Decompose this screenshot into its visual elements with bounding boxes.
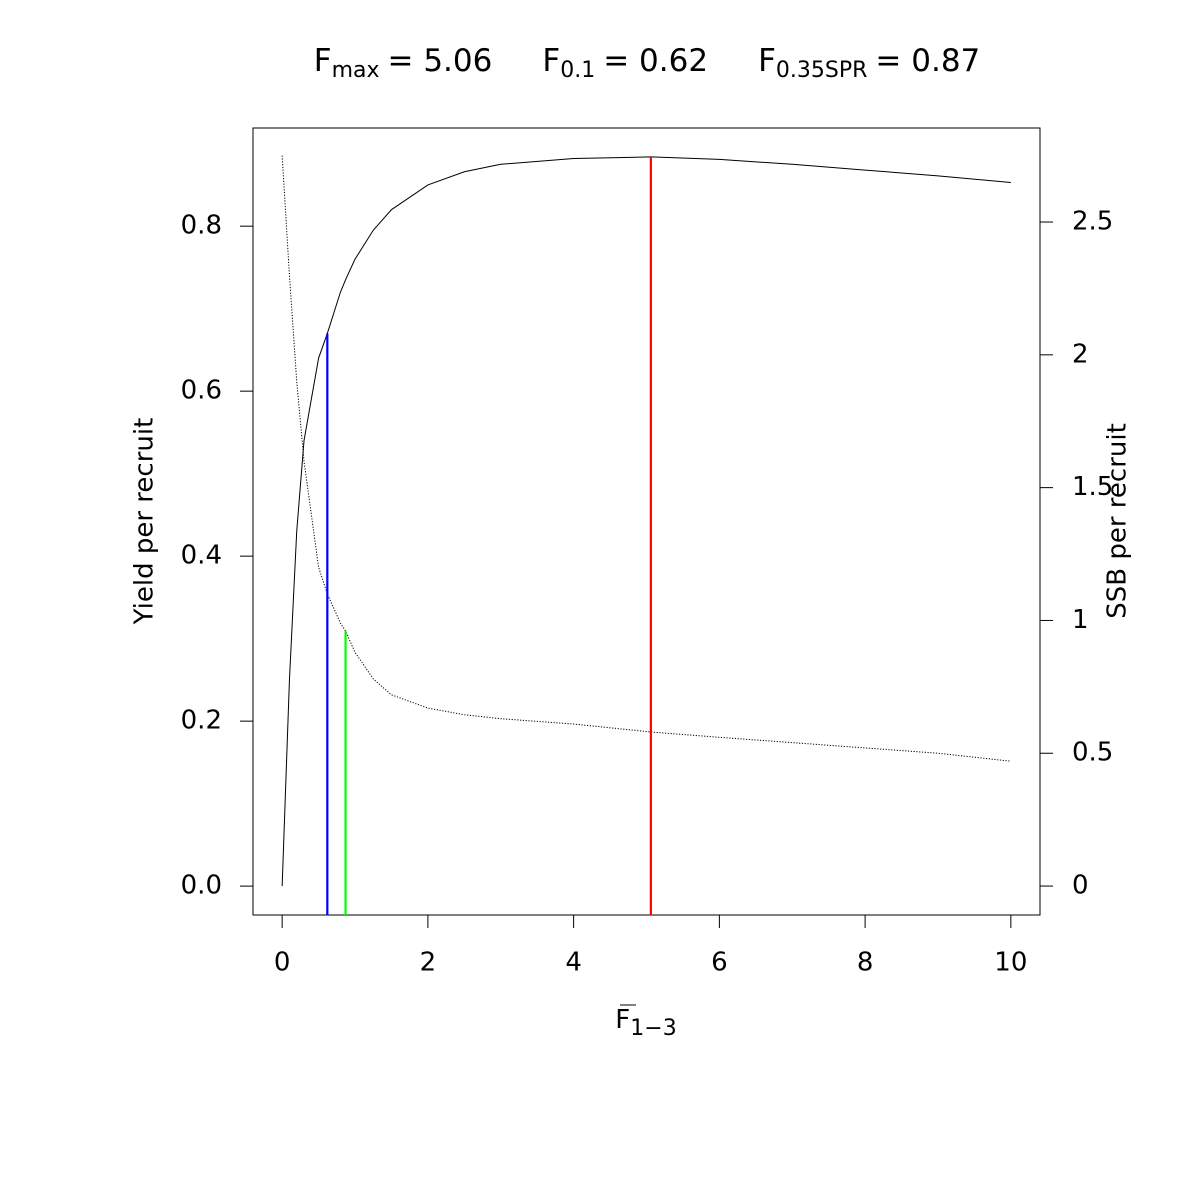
x-axis-label: F1−3 bbox=[615, 1005, 676, 1042]
x-tick-label: 4 bbox=[565, 948, 582, 978]
symbol: F bbox=[758, 43, 776, 79]
x-tick-label: 8 bbox=[857, 948, 874, 978]
y2-tick-label: 1 bbox=[1072, 605, 1089, 635]
y-tick-label: 0.4 bbox=[181, 541, 222, 571]
y2-axis-label: SSB per recruit bbox=[1103, 423, 1133, 619]
symbol: F bbox=[615, 1005, 630, 1035]
y-axis-label: Yield per recruit bbox=[130, 418, 160, 626]
y-tick-label: 0.2 bbox=[181, 706, 222, 736]
y-tick-label: 0.8 bbox=[181, 211, 222, 241]
symbol: F bbox=[542, 43, 560, 79]
chart-title: Fmax = 5.06 F0.1 = 0.62 F0.35SPR = 0.87 bbox=[314, 43, 981, 84]
value-text: = 0.87 bbox=[875, 43, 980, 79]
x-tick-label: 6 bbox=[711, 948, 728, 978]
y2-tick-label: 2.5 bbox=[1072, 207, 1113, 237]
x-tick-label: 2 bbox=[420, 948, 437, 978]
series-line bbox=[281, 156, 1011, 887]
subscript: 0.35SPR bbox=[776, 58, 868, 83]
series-line bbox=[281, 155, 1011, 762]
x-tick-label: 10 bbox=[994, 948, 1027, 978]
y2-tick-label: 0 bbox=[1072, 871, 1089, 901]
subscript: max bbox=[332, 58, 380, 83]
subscript: 0.1 bbox=[560, 58, 595, 83]
x-tick-label: 0 bbox=[274, 948, 291, 978]
y-tick-label: 0.0 bbox=[181, 871, 222, 901]
plot-frame bbox=[252, 127, 1041, 916]
y2-tick-label: 1.5 bbox=[1072, 472, 1113, 502]
y2-tick-label: 0.5 bbox=[1072, 738, 1113, 768]
subscript: 1−3 bbox=[630, 1016, 676, 1041]
value-text: = 5.06 bbox=[388, 43, 493, 79]
y-tick-label: 0.6 bbox=[181, 376, 222, 406]
symbol: F bbox=[314, 43, 332, 79]
value-text: = 0.62 bbox=[603, 43, 708, 79]
y2-tick-label: 2 bbox=[1072, 339, 1089, 369]
